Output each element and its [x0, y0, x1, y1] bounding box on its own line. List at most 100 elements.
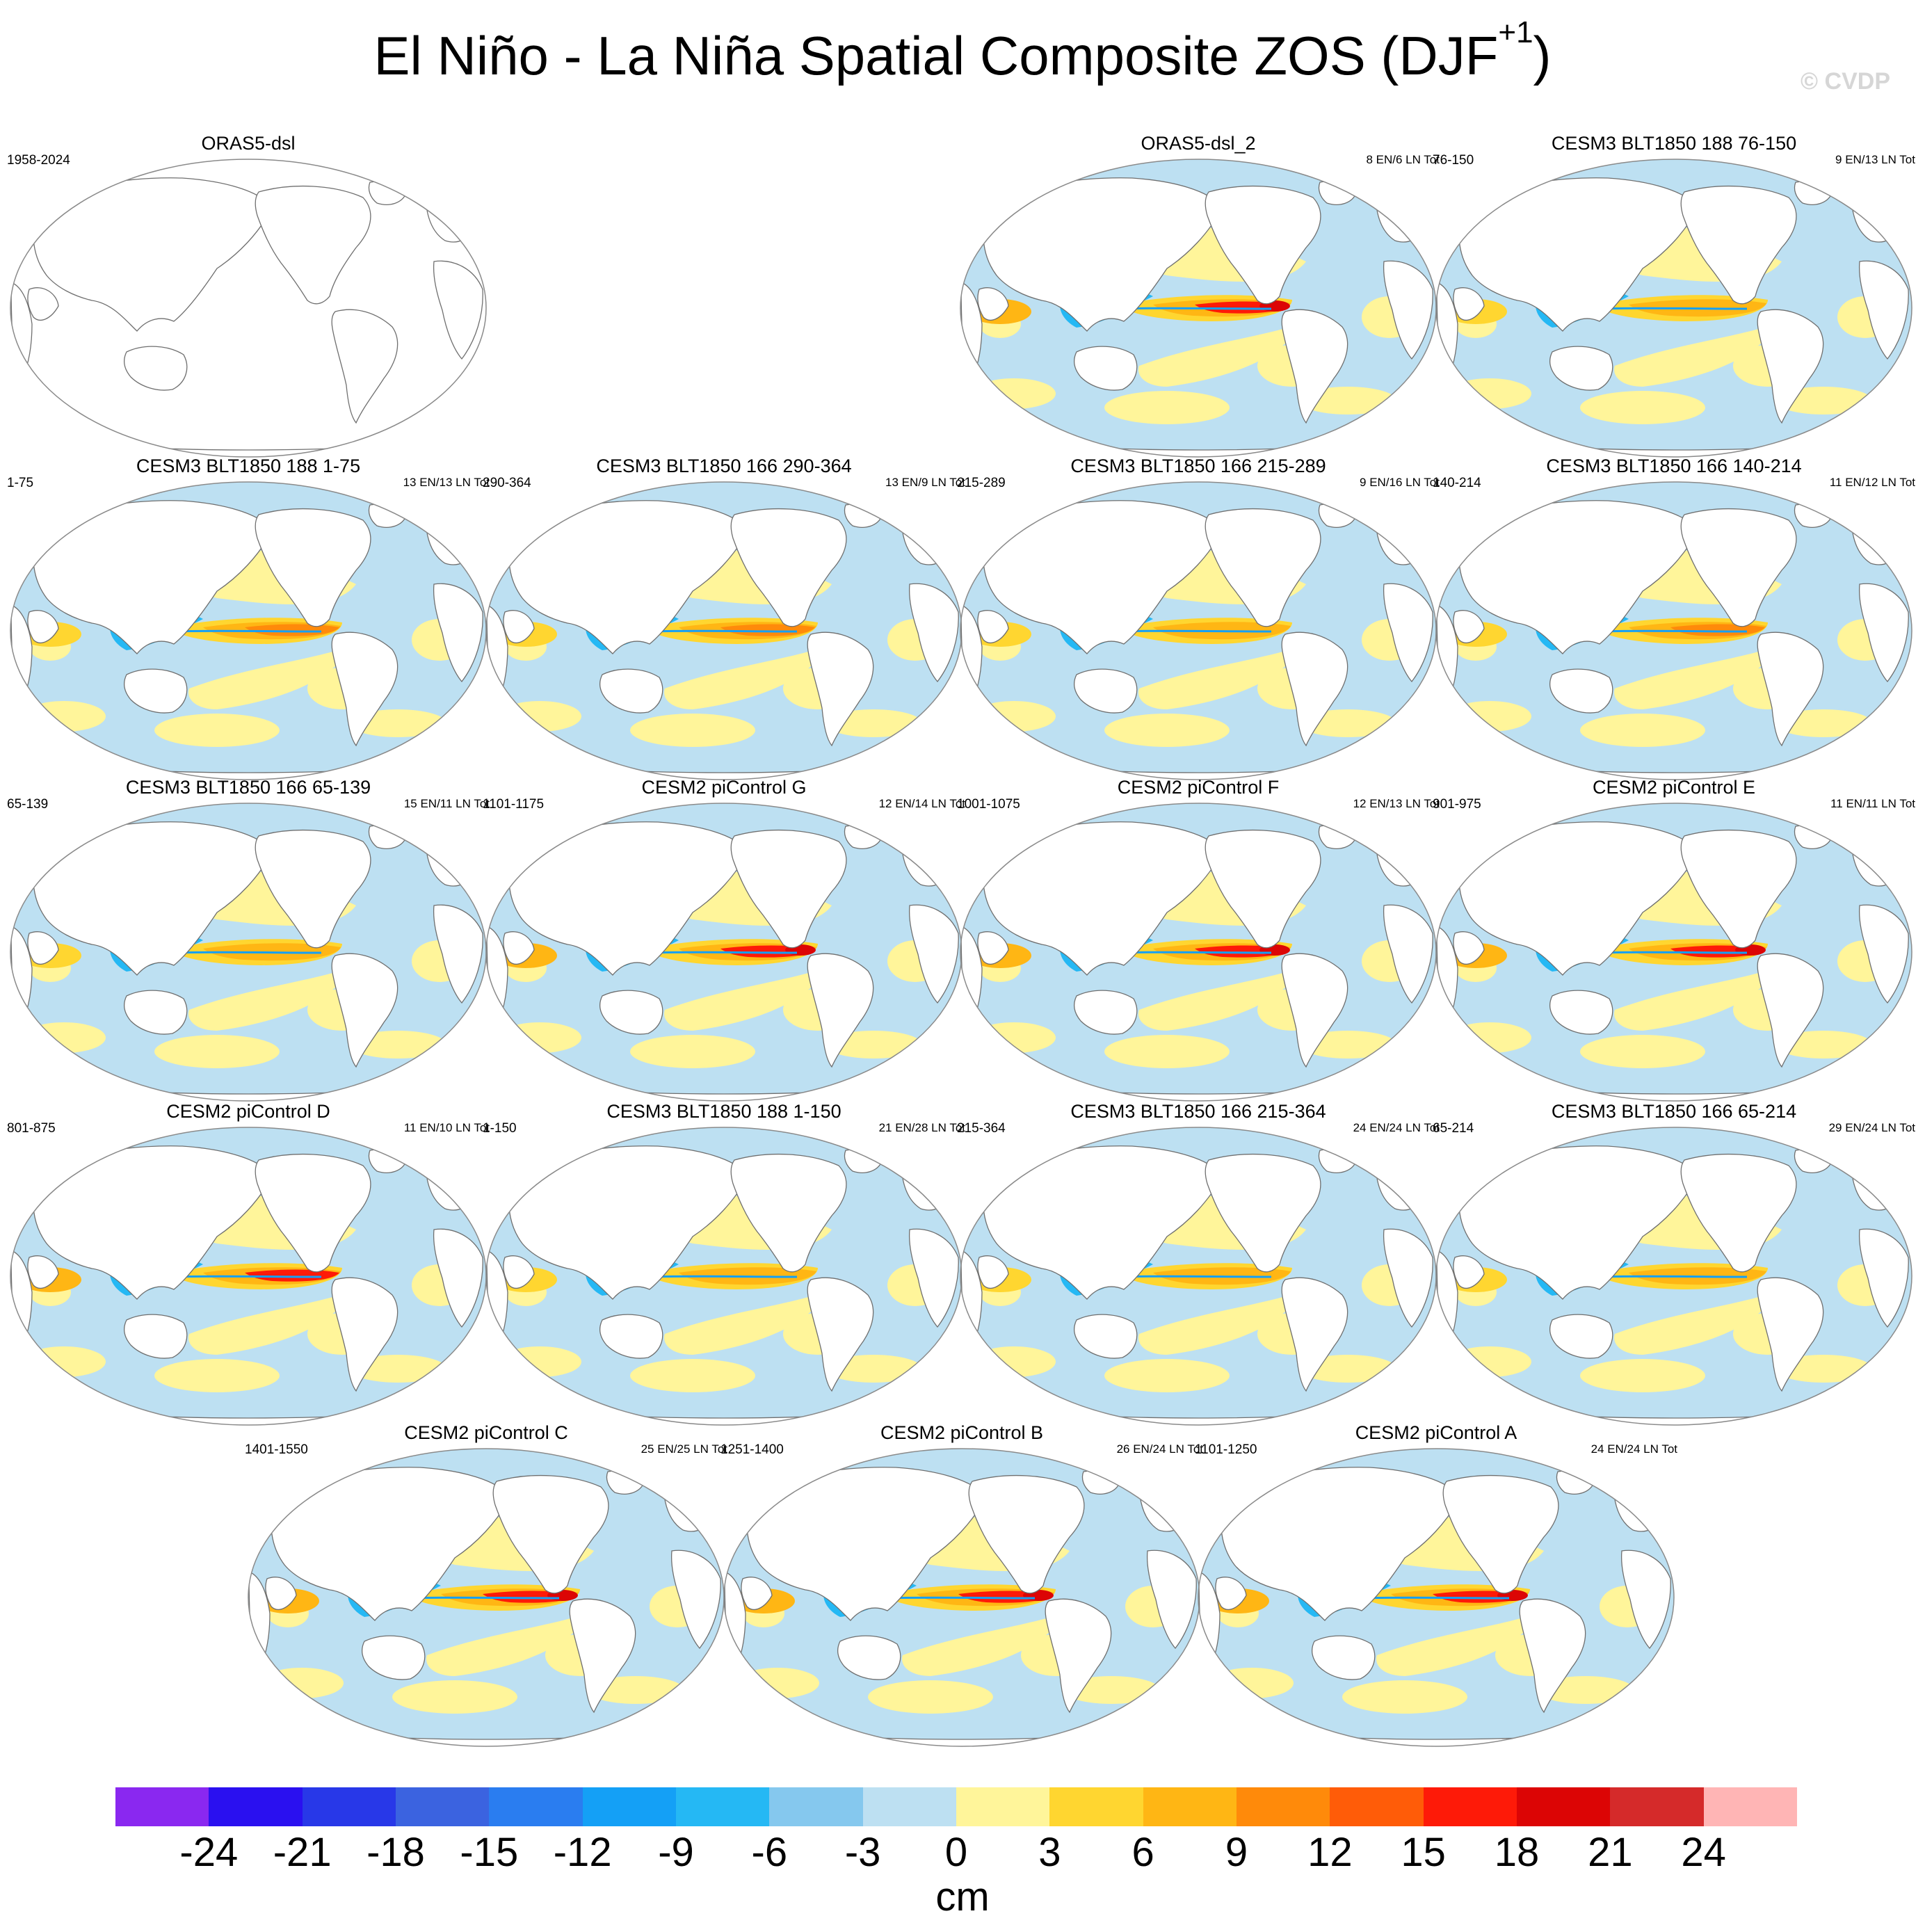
land-africaW — [1383, 260, 1433, 360]
colorbar-tick-label: 24 — [1681, 1830, 1726, 1875]
panel-title: CESM3 BLT1850 188 1-150 — [606, 1101, 841, 1122]
panel-event-count: 26 EN/24 LN Tot — [1116, 1442, 1203, 1456]
world-map — [10, 159, 487, 458]
map-panel: CESM3 BLT1850 166 65-214 65-214 29 EN/24 L… — [1433, 1100, 1915, 1427]
colorbar-tick-label: -18 — [367, 1830, 425, 1875]
colorbar-units: cm — [935, 1874, 990, 1919]
anomaly-patch — [630, 1035, 755, 1068]
land-namerica — [492, 1474, 609, 1594]
panel-event-count: 9 EN/13 LN Tot — [1835, 153, 1915, 166]
panel-event-count: 11 EN/12 LN Tot — [1829, 476, 1915, 489]
anomaly-patch — [154, 1035, 280, 1068]
panel-event-count: 29 EN/24 LN Tot — [1828, 1121, 1915, 1134]
anomaly-patch — [1580, 391, 1705, 424]
panel-title: CESM3 BLT1850 166 140-214 — [1546, 456, 1802, 476]
colorbar-tick-label: 12 — [1307, 1830, 1353, 1875]
map-panel: CESM3 BLT1850 188 1-75 1-75 13 EN/13 LN To… — [7, 455, 490, 782]
world-map — [485, 803, 962, 1102]
anomaly-patch — [972, 378, 1056, 409]
land-asia — [1458, 821, 1699, 976]
land-namerica — [255, 829, 371, 949]
south-pacific-anomaly — [1138, 647, 1299, 709]
land-africaW — [1858, 583, 1909, 683]
world-map — [1435, 159, 1912, 458]
land-australia — [1073, 990, 1138, 1035]
watermark: © CVDP — [1801, 68, 1890, 95]
anomaly-patch — [1448, 378, 1531, 409]
land-samerica — [331, 953, 398, 1068]
map-panel: ORAS5-dsl_2 8 EN/6 LN Tot — [958, 132, 1440, 459]
colorbar-tick-label: 21 — [1588, 1830, 1633, 1875]
equatorial-cold-line — [168, 1275, 322, 1278]
equatorial-cold-line — [1118, 307, 1272, 310]
equatorial-positive-core — [245, 624, 339, 636]
land-namerica — [1680, 508, 1797, 627]
anomaly-patch — [972, 701, 1056, 732]
land-asia — [1458, 177, 1699, 332]
anomaly-patch — [1448, 1346, 1531, 1377]
land-namerica — [1680, 1153, 1797, 1273]
land-asia — [33, 177, 273, 332]
land-australia — [1073, 1314, 1138, 1359]
land-asia — [1458, 500, 1699, 654]
land-africaW — [1858, 1228, 1909, 1328]
anomaly-patch — [630, 1359, 755, 1392]
land-asia — [983, 177, 1223, 332]
colorbar — [115, 1787, 1798, 1826]
land-samerica — [807, 631, 874, 747]
land-africaW — [670, 1549, 721, 1650]
map-panel: CESM2 piControl B 1251-1400 26 EN/24 LN To… — [720, 1422, 1203, 1748]
map-panel: CESM3 BLT1850 166 215-289 215-289 9 EN/16 … — [957, 455, 1440, 782]
land-asia — [271, 1467, 511, 1621]
panel-title: CESM2 piControl F — [1117, 777, 1280, 798]
panel-title: CESM2 piControl G — [641, 777, 807, 798]
south-pacific-anomaly — [1138, 968, 1299, 1031]
land-australia — [1549, 990, 1613, 1035]
anomaly-patch — [1580, 714, 1705, 747]
land-africaW — [1620, 1549, 1671, 1650]
land-asia — [508, 821, 749, 976]
land-africaW — [433, 583, 483, 683]
map-panel: CESM3 BLT1850 166 140-214 140-214 11 EN/12… — [1433, 455, 1915, 782]
land-arabia — [977, 287, 1009, 321]
globe-outline — [1198, 1448, 1675, 1747]
colorbar-swatch — [676, 1787, 770, 1826]
colorbar-swatch — [769, 1787, 864, 1826]
land-namerica — [1205, 1153, 1321, 1273]
land-asia — [1221, 1467, 1461, 1621]
panel-title: ORAS5-dsl_2 — [1141, 133, 1256, 154]
world-map — [960, 803, 1437, 1102]
south-pacific-anomaly — [1614, 647, 1775, 709]
land-arabia — [27, 1255, 59, 1289]
colorbar-tick-label: 6 — [1131, 1830, 1154, 1875]
land-australia — [1549, 1314, 1613, 1359]
land-africaW — [908, 904, 959, 1004]
colorbar-tick-label: -21 — [273, 1830, 332, 1875]
colorbar-tick-label: -15 — [460, 1830, 519, 1875]
land-namerica — [255, 1153, 371, 1273]
panel-years: 1-150 — [483, 1121, 517, 1136]
anomaly-patch — [22, 1346, 106, 1377]
land-asia — [983, 1145, 1223, 1300]
land-samerica — [807, 1277, 874, 1392]
land-asia — [508, 500, 749, 654]
panel-years: 1251-1400 — [720, 1442, 784, 1457]
anomaly-patch — [1448, 701, 1531, 732]
world-map — [10, 803, 487, 1102]
panel-title: CESM2 piControl D — [166, 1101, 330, 1122]
panel-years: 901-975 — [1433, 797, 1481, 812]
equatorial-cold-line — [881, 1596, 1036, 1600]
land-samerica — [1281, 309, 1348, 424]
world-map — [10, 1127, 487, 1426]
equatorial-positive-core — [720, 624, 815, 636]
world-map — [1198, 1448, 1675, 1747]
land-australia — [123, 990, 188, 1035]
colorbar-swatch — [302, 1787, 396, 1826]
panel-title: CESM3 BLT1850 188 1-75 — [136, 456, 361, 476]
panel-title: CESM3 BLT1850 188 76-150 — [1551, 133, 1797, 154]
land-africaW — [1146, 1549, 1197, 1650]
land-arabia — [741, 1577, 773, 1610]
anomaly-patch — [22, 1022, 106, 1053]
colorbar-swatch — [582, 1787, 677, 1826]
world-map — [960, 1127, 1437, 1426]
